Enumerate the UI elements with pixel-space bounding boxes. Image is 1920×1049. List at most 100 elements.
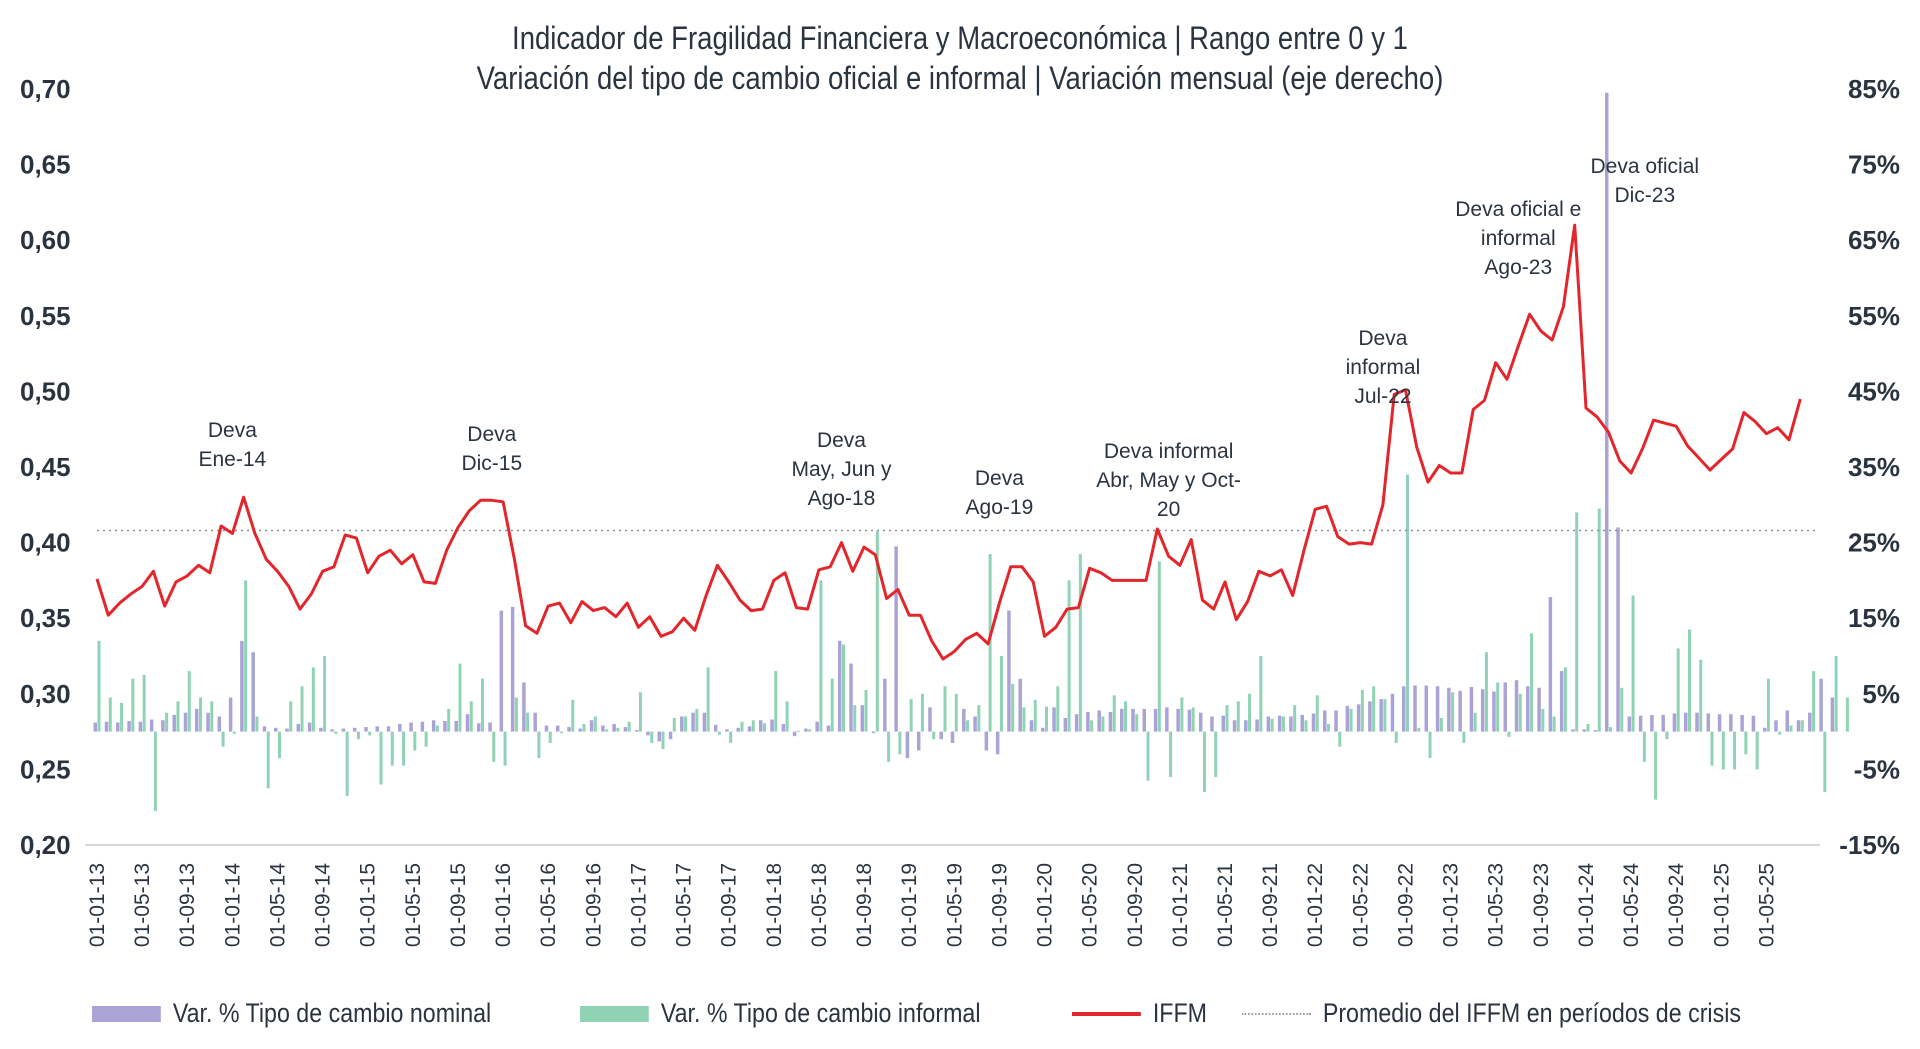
left-tick-label: 0,40 (20, 528, 71, 558)
legend-item-informal[interactable]: Var. % Tipo de cambio informal (580, 998, 980, 1029)
bar (650, 731, 654, 743)
legend-item-iffm[interactable]: IFFM (1072, 998, 1207, 1029)
right-tick-label: 35% (1848, 452, 1900, 482)
bar (702, 712, 707, 732)
bar (1424, 685, 1429, 732)
bar (1631, 595, 1635, 732)
annotation: Deva May, Jun y Ago-18 (791, 429, 891, 510)
bar (751, 720, 755, 732)
left-tick-label: 0,65 (20, 150, 71, 180)
bar (1165, 707, 1169, 732)
bar (928, 707, 932, 732)
bar (1514, 680, 1519, 732)
bar (443, 721, 447, 732)
bar (390, 731, 394, 766)
nominal-bars (93, 92, 1835, 759)
bar (153, 731, 157, 811)
x-tick-label: 01-05-20 (1079, 863, 1102, 947)
x-tick-label: 01-01-24 (1575, 863, 1598, 947)
chart-area: 0,70 0,65 0,60 0,55 0,50 0,45 0,40 0,35 0,30 0,25… (20, 74, 1900, 947)
bar (1214, 731, 1218, 777)
bar (1755, 731, 1759, 770)
x-tick-label: 01-01-19 (898, 863, 921, 947)
bar (1721, 731, 1725, 770)
bar (616, 727, 620, 732)
bar (206, 712, 210, 732)
bar (533, 712, 537, 732)
legend-label: Promedio del IFFM en períodos de crisis (1322, 998, 1741, 1028)
bar (977, 705, 981, 732)
annotation-text: Abr, May y Oct- (1096, 469, 1241, 492)
chart-subtitle: Variación del tipo de cambio oficial e i… (476, 60, 1444, 96)
bar (1413, 685, 1417, 732)
bar (1586, 724, 1590, 732)
bar (544, 725, 549, 732)
bar (1248, 693, 1252, 732)
bar (1097, 710, 1101, 732)
x-tick-label: 01-05-23 (1485, 863, 1508, 947)
x-tick-label: 01-01-18 (763, 863, 786, 947)
bar (1153, 708, 1158, 732)
bar (706, 667, 710, 732)
x-tick-label: 01-01-21 (1169, 863, 1192, 947)
legend-item-nominal[interactable]: Var. % Tipo de cambio nominal (92, 998, 491, 1029)
bar (311, 667, 315, 732)
annotation-text: Deva oficial e (1455, 198, 1581, 221)
x-tick-label: 01-05-21 (1214, 863, 1237, 947)
bar (567, 727, 571, 732)
bar (368, 731, 372, 736)
bar (1052, 707, 1056, 732)
bar (379, 731, 383, 785)
x-tick-label: 01-05-17 (673, 863, 696, 947)
bar (352, 727, 357, 732)
bar (1315, 695, 1319, 732)
bar (860, 705, 865, 732)
bar (894, 546, 898, 732)
bar (548, 731, 552, 743)
x-tick-label: 01-05-19 (943, 863, 966, 947)
bar (1417, 727, 1421, 732)
bar (537, 731, 541, 759)
right-axis: 85% 75% 65% 55% 45% 35% 25% 15% 5% -5% -15% (1839, 74, 1900, 860)
bar (1067, 580, 1071, 732)
bar (285, 728, 289, 732)
bar (1503, 682, 1507, 732)
bar (1458, 690, 1462, 732)
bar (819, 580, 823, 732)
annotation: Deva Ago-19 (966, 467, 1034, 519)
bar (1007, 610, 1011, 732)
bar (1221, 715, 1225, 732)
legend-item-crisis-average[interactable]: Promedio del IFFM en períodos de crisis (1242, 998, 1741, 1029)
bar (526, 712, 530, 732)
bar (1244, 720, 1248, 732)
bar (1687, 629, 1691, 732)
bar (334, 731, 338, 734)
bar (932, 731, 936, 740)
right-tick-label: 25% (1848, 528, 1900, 558)
annotation: Deva informal Jul-22 (1346, 327, 1421, 408)
bar (1074, 714, 1079, 732)
x-tick-label: 01-09-18 (853, 863, 876, 947)
bar (1751, 715, 1756, 732)
bar (661, 731, 665, 749)
bar (589, 720, 594, 732)
bar (356, 731, 360, 740)
annotation-text: informal (1481, 227, 1556, 250)
annotation-text: Deva (208, 419, 257, 442)
bar (1480, 689, 1485, 732)
bar (1638, 715, 1643, 732)
bar (883, 678, 887, 732)
bar (375, 726, 379, 732)
chart-title: Indicador de Fragilidad Financiera y Mac… (512, 20, 1408, 56)
bar (1571, 729, 1575, 732)
annotation-text: Ago-23 (1484, 256, 1552, 279)
bar (1717, 714, 1722, 732)
bar (1665, 731, 1669, 740)
bar (1368, 701, 1372, 732)
bar (815, 721, 819, 732)
bar (1800, 720, 1804, 732)
bar (1202, 731, 1206, 793)
bar (1169, 731, 1173, 777)
bar (364, 727, 368, 732)
bar (1323, 710, 1327, 732)
